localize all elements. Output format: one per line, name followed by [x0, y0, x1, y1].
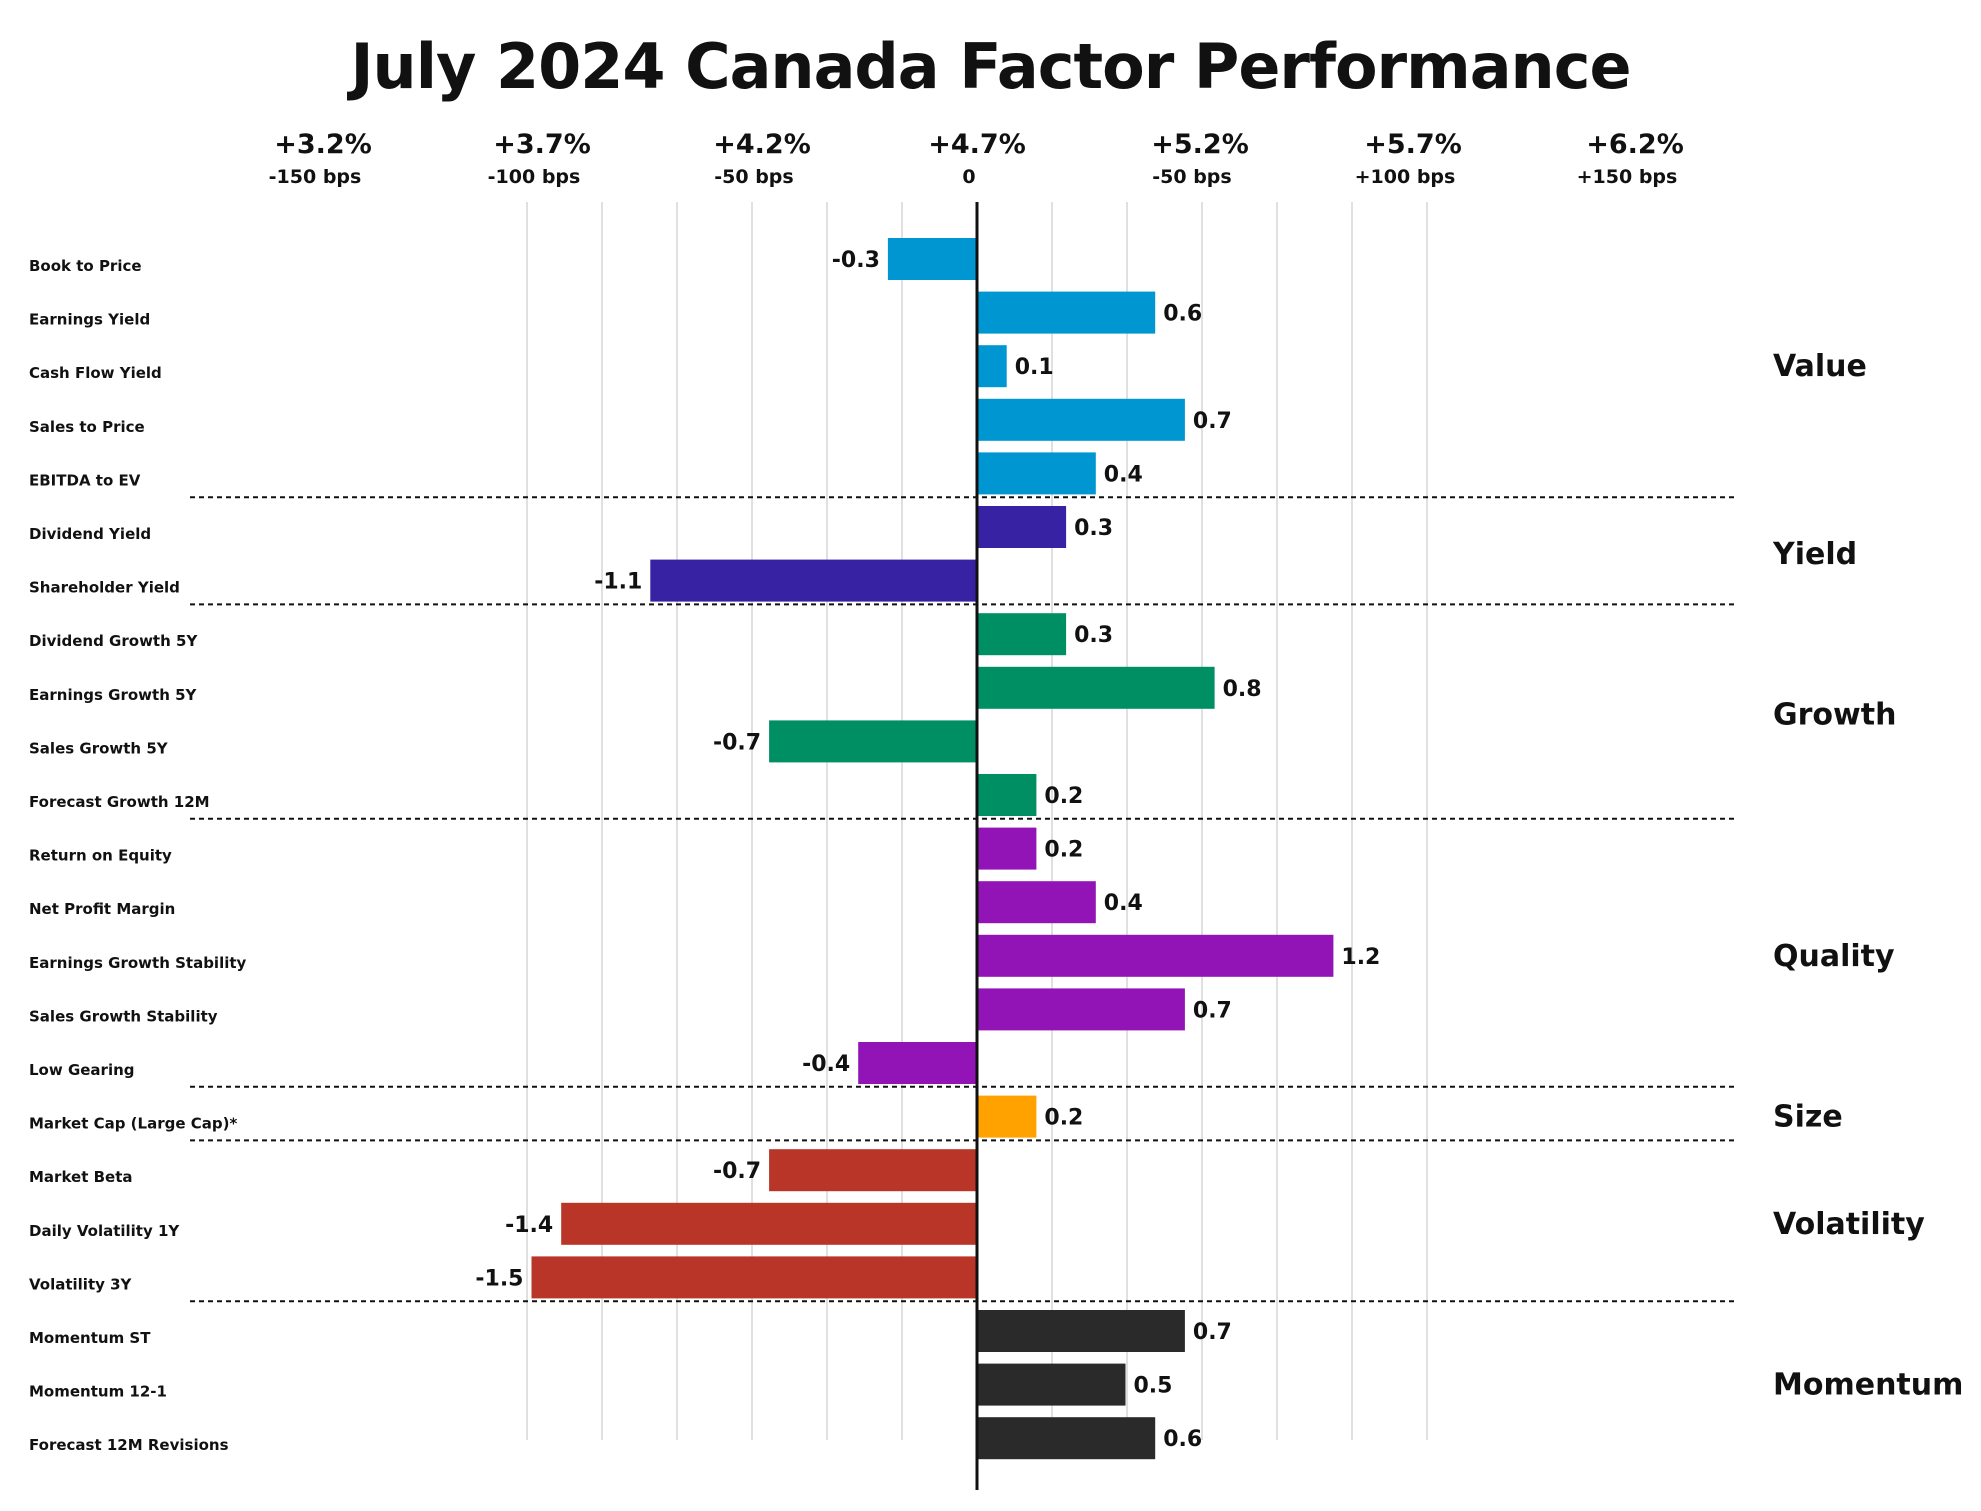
bar — [977, 613, 1067, 656]
category-label: Forecast 12M Revisions — [29, 1436, 229, 1454]
data-label: 0.7 — [1193, 998, 1232, 1023]
group-label: Size — [1773, 1100, 1843, 1135]
group-label: Value — [1773, 349, 1867, 384]
x-tick-label-sub: +100 bps — [1355, 166, 1456, 188]
category-label: Cash Flow Yield — [29, 364, 162, 382]
x-tick-label-main: +5.2% — [1151, 129, 1249, 160]
data-label: 0.5 — [1134, 1374, 1173, 1399]
bar — [977, 774, 1037, 816]
category-label: Volatility 3Y — [29, 1275, 133, 1293]
bar — [977, 934, 1334, 977]
category-label: Net Profit Margin — [29, 900, 175, 918]
category-label: Earnings Yield — [29, 311, 150, 329]
bar — [977, 506, 1067, 548]
bar — [769, 720, 977, 763]
data-label: 0.7 — [1193, 409, 1232, 434]
category-label: Market Cap (Large Cap)* — [29, 1115, 237, 1133]
data-label: 0.2 — [1044, 838, 1083, 863]
data-label: 0.4 — [1104, 891, 1143, 916]
data-label: -1.4 — [505, 1213, 553, 1238]
bar — [977, 291, 1156, 334]
data-label: 0.3 — [1074, 516, 1113, 541]
data-label: 0.2 — [1044, 784, 1083, 809]
bar — [977, 881, 1096, 924]
category-label: Dividend Yield — [29, 525, 151, 543]
bar — [650, 559, 977, 602]
bar — [977, 345, 1007, 388]
data-label: 0.2 — [1044, 1106, 1083, 1131]
data-label: 0.4 — [1104, 462, 1143, 487]
category-label: Sales Growth Stability — [29, 1007, 218, 1025]
data-label: -0.3 — [832, 248, 880, 273]
category-label: Earnings Growth 5Y — [29, 686, 198, 704]
x-tick-label-main: +3.7% — [493, 129, 591, 160]
bar — [531, 1256, 977, 1299]
group-label: Growth — [1773, 698, 1896, 733]
data-label: 1.2 — [1341, 945, 1380, 970]
data-label: 0.1 — [1015, 355, 1054, 380]
category-label: Low Gearing — [29, 1061, 135, 1079]
x-tick-label-sub: +150 bps — [1577, 166, 1678, 188]
category-label: Shareholder Yield — [29, 579, 180, 597]
data-label: -1.1 — [594, 570, 642, 595]
category-label: EBITDA to EV — [29, 471, 141, 489]
data-label: 0.6 — [1163, 302, 1202, 327]
chart-title: July 2024 Canada Factor Performance — [350, 30, 1631, 103]
bar — [769, 1149, 977, 1192]
bar — [977, 452, 1096, 495]
category-label: Sales Growth 5Y — [29, 739, 169, 757]
bar — [977, 1363, 1126, 1406]
bar — [887, 238, 977, 280]
x-tick-label-main: +4.7% — [928, 129, 1026, 160]
category-label: Earnings Growth Stability — [29, 954, 247, 972]
bar — [977, 398, 1185, 441]
data-label: 0.7 — [1193, 1320, 1232, 1345]
category-label: Daily Volatility 1Y — [29, 1222, 180, 1240]
group-label: Momentum — [1773, 1368, 1963, 1403]
x-tick-label-sub: -150 bps — [269, 166, 362, 188]
category-label: Return on Equity — [29, 847, 172, 865]
data-label: -0.4 — [802, 1052, 850, 1077]
category-label: Market Beta — [29, 1168, 132, 1186]
bar — [977, 1417, 1156, 1460]
data-label: 0.3 — [1074, 623, 1113, 648]
data-label: -0.7 — [713, 1159, 761, 1184]
x-tick-label-main: +4.2% — [713, 129, 811, 160]
data-label: 0.8 — [1223, 677, 1262, 702]
data-label: -0.7 — [713, 730, 761, 755]
data-label: -1.5 — [475, 1266, 523, 1291]
category-label: Sales to Price — [29, 418, 145, 436]
bar — [858, 1042, 977, 1084]
category-label: Dividend Growth 5Y — [29, 632, 198, 650]
bar — [977, 1310, 1185, 1352]
x-tick-label-sub: -100 bps — [488, 166, 581, 188]
bar — [977, 988, 1185, 1031]
category-label: Book to Price — [29, 257, 142, 275]
x-tick-label-sub: 0 — [962, 166, 975, 188]
category-label: Momentum 12-1 — [29, 1383, 167, 1401]
group-label: Quality — [1773, 939, 1895, 974]
bar — [561, 1202, 977, 1245]
group-label: Yield — [1772, 537, 1857, 572]
x-tick-label-main: +3.2% — [274, 129, 372, 160]
x-tick-label-sub: -50 bps — [1152, 166, 1231, 188]
x-tick-label-main: +6.2% — [1586, 129, 1684, 160]
category-label: Forecast Growth 12M — [29, 793, 210, 811]
group-label: Volatility — [1773, 1207, 1925, 1242]
bar — [977, 1095, 1037, 1138]
data-label: 0.6 — [1163, 1427, 1202, 1452]
x-tick-label-sub: -50 bps — [714, 166, 793, 188]
bar — [977, 666, 1215, 709]
x-tick-label-main: +5.7% — [1364, 129, 1462, 160]
category-label: Momentum ST — [29, 1329, 151, 1347]
bar — [977, 827, 1037, 870]
